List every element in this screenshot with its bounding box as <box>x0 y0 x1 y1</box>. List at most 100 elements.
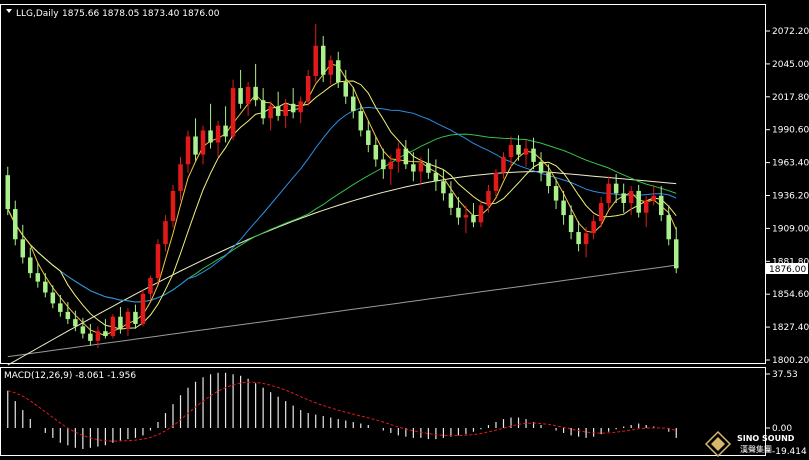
candle <box>110 316 116 337</box>
candle <box>463 215 469 218</box>
candle <box>643 200 649 213</box>
candle <box>403 148 409 165</box>
price-tick-label: 2045.00 <box>772 60 809 70</box>
candle <box>298 101 303 113</box>
candle <box>343 82 349 97</box>
candle <box>531 148 536 162</box>
candle <box>13 209 18 240</box>
macd-axis: 37.53 0.00 -19.414 <box>766 370 807 457</box>
ma250-line <box>7 264 677 358</box>
candle <box>223 125 228 137</box>
candle <box>658 195 664 216</box>
dropdown-triangle-icon[interactable] <box>6 9 12 13</box>
candle <box>335 60 341 83</box>
candle <box>43 281 48 293</box>
candle <box>178 164 183 191</box>
price-tick-label: 1827.40 <box>772 323 809 333</box>
candle <box>606 183 611 203</box>
candle <box>245 86 251 104</box>
candle <box>170 190 176 222</box>
candle <box>118 316 123 329</box>
candle <box>583 233 589 245</box>
ma20-line <box>7 106 677 303</box>
candle <box>546 172 551 187</box>
candle <box>290 103 296 113</box>
watermark-brand: SINO SOUND <box>737 434 795 443</box>
candle <box>185 136 191 165</box>
macd-tick-label: 0.00 <box>772 424 792 434</box>
candle <box>666 215 671 240</box>
candle <box>448 193 454 208</box>
candle <box>576 232 581 245</box>
candle <box>88 333 93 341</box>
candle <box>320 45 326 75</box>
candle <box>238 88 243 104</box>
candle <box>50 292 56 304</box>
candle <box>553 186 559 201</box>
candle <box>418 163 424 172</box>
candle <box>253 86 258 101</box>
candle <box>133 311 138 324</box>
candle <box>163 221 168 245</box>
candle <box>28 257 33 274</box>
candle <box>200 130 206 155</box>
candle <box>373 144 379 160</box>
price-tick-label: 1963.40 <box>772 159 809 169</box>
moving-average-lines <box>7 63 677 366</box>
macd-tick-label: 37.53 <box>772 370 798 380</box>
candle <box>486 190 491 206</box>
candle <box>621 193 626 203</box>
candle <box>456 207 461 218</box>
candle <box>411 164 416 172</box>
last-price-marker <box>766 263 808 274</box>
candle <box>651 195 656 201</box>
candle <box>35 273 41 282</box>
candle <box>140 293 146 324</box>
candle <box>568 215 574 233</box>
candle <box>426 163 431 173</box>
candle <box>591 221 596 234</box>
candle <box>598 202 604 222</box>
macd-series <box>7 372 677 450</box>
candle <box>103 331 108 337</box>
candle <box>441 181 446 194</box>
candle <box>673 239 679 269</box>
price-tick-label: 2072.20 <box>772 27 809 37</box>
price-tick-label: 1909.00 <box>772 224 809 234</box>
sino-sound-logo: SINO SOUND 漢聲集團 <box>704 430 795 458</box>
candle <box>396 148 401 162</box>
candle <box>508 144 514 158</box>
candle <box>73 319 78 327</box>
candle <box>20 239 26 258</box>
candle <box>478 205 484 223</box>
candle <box>155 244 161 278</box>
price-axis: 2072.20 2045.00 2017.80 1990.60 1963.40 1936.… <box>766 27 809 366</box>
candle <box>125 311 131 329</box>
candle <box>95 331 101 341</box>
ma5-line <box>7 63 677 336</box>
candle <box>381 159 386 170</box>
price-tick-label: 2017.80 <box>772 93 809 103</box>
candle <box>358 111 364 131</box>
candle <box>148 277 153 294</box>
candle <box>388 161 394 170</box>
candle <box>471 215 476 223</box>
candle <box>193 136 198 155</box>
candle <box>215 125 221 143</box>
macd-signal-line <box>7 381 677 442</box>
candle <box>628 190 634 203</box>
candle <box>328 60 333 75</box>
price-tick-label: 1881.80 <box>772 257 809 267</box>
ma120-line <box>7 171 677 366</box>
candle <box>80 326 86 334</box>
candle <box>230 88 236 137</box>
candle <box>366 130 371 145</box>
macd-tick-label: -19.414 <box>772 447 807 457</box>
price-tick-label: 1936.20 <box>772 192 809 202</box>
candle <box>283 103 288 116</box>
price-tick-label: 1800.20 <box>772 356 809 366</box>
price-tick-label: 1854.60 <box>772 290 809 300</box>
macd-panel-frame <box>0 367 766 456</box>
